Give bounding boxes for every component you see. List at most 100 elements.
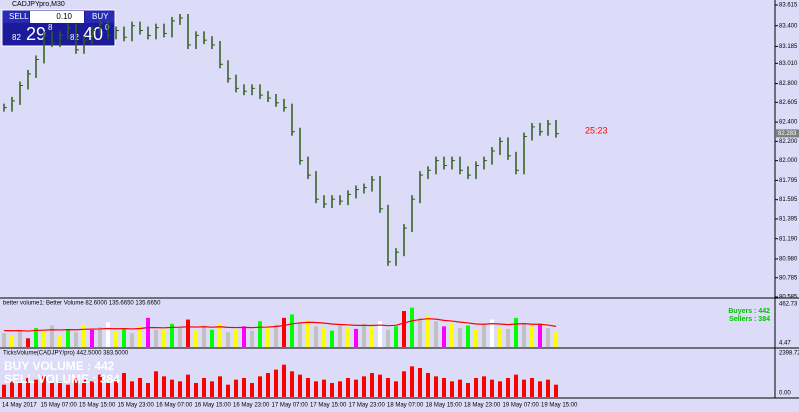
volume-bar: [82, 324, 86, 347]
volume-bar: [210, 329, 214, 347]
price-label: 81.190: [779, 236, 798, 242]
tick-volume-bar: [194, 382, 198, 397]
tick-volume-bar: [42, 376, 46, 397]
tick-volume-bar: [466, 382, 470, 397]
tick-volume-bar: [426, 372, 430, 397]
time-label: 15 May 23:00: [118, 403, 155, 409]
volume-bar: [298, 322, 302, 347]
sell-volume: SELL VOLUME : 384: [4, 372, 120, 386]
ask-big: 40: [83, 24, 103, 44]
volume-bar: [18, 330, 22, 347]
tick-volume-bar: [154, 371, 158, 397]
volume-bar: [546, 328, 550, 347]
volume-bar: [466, 325, 470, 347]
volume-bar: [530, 326, 534, 347]
indicator-axis-label: 462.73: [779, 302, 798, 308]
tick-volume-bar: [18, 382, 22, 397]
buy-button[interactable]: [85, 11, 114, 23]
tick-volume-bar: [354, 379, 358, 397]
tick-volume-bar: [186, 374, 190, 397]
current-price-box: [776, 129, 799, 138]
sell-button[interactable]: [3, 11, 29, 23]
volume-bar: [490, 319, 494, 347]
volume-ma: [3, 318, 557, 332]
tick-volume-bar: [82, 379, 86, 397]
tick-volume-bar: [410, 366, 414, 397]
lot-text: 0.10: [56, 12, 72, 21]
volume-bar: [394, 326, 398, 347]
tick-volume-bar: [506, 377, 510, 397]
volume-bar: [266, 328, 270, 347]
volume-bar: [226, 332, 230, 347]
volume-bar: [186, 319, 190, 347]
tick-volume-bar: [106, 382, 110, 397]
volume-bar: [74, 332, 78, 347]
volume-bar: [146, 317, 150, 347]
volume-bar: [290, 314, 294, 347]
tick-volume-bar: [122, 372, 126, 397]
symbol-label: CADJPYpro,M30: [12, 1, 65, 8]
price-label: 82.605: [779, 100, 798, 106]
tick-volume-bar: [138, 377, 142, 397]
tick-volume-bar: [458, 379, 462, 397]
volume-bar: [42, 331, 46, 347]
time-label: 17 May 23:00: [349, 403, 386, 409]
volume-bar: [282, 317, 286, 347]
tick-volume-bar: [394, 381, 398, 397]
volume-bar: [402, 311, 406, 347]
tick-volume-bar: [50, 382, 54, 397]
tick-volume-bar: [482, 376, 486, 397]
lot-input[interactable]: [30, 11, 84, 23]
volume-bar: [2, 333, 6, 347]
indicator-axis-label: 2398.72: [779, 351, 799, 357]
tick-volume-bar: [258, 376, 262, 397]
volume-bar: [506, 328, 510, 347]
tick-volume-bar: [34, 379, 38, 397]
volume-bar: [138, 326, 142, 347]
tick-volume-bar: [346, 377, 350, 397]
tick-volume-bar: [250, 382, 254, 397]
volume-bar: [178, 327, 182, 347]
tick-volume-bar: [330, 382, 334, 397]
volume-bar: [274, 324, 278, 347]
volume-bar: [306, 320, 310, 347]
tick-volume-bar: [514, 374, 518, 397]
volume-bar: [322, 328, 326, 347]
current-price: 82.283: [778, 131, 797, 137]
one-click-panel: SELL 0.10 BUY 82 29 8 82 40 0: [1, 9, 116, 47]
price-label: 82.400: [779, 120, 798, 126]
volume-bar: [114, 331, 118, 347]
indicator-label: better volume1: Better Volume 82.6000 13…: [3, 301, 161, 307]
buy-volume: BUY VOLUME : 442: [4, 359, 115, 373]
tick-volume-bar: [434, 376, 438, 397]
volume-bar: [170, 323, 174, 347]
volume-bar: [130, 333, 134, 347]
tick-volume-bar: [274, 369, 278, 397]
tick-volume-bar: [298, 374, 302, 397]
volume-bar: [354, 328, 358, 347]
price-label: 83.400: [779, 23, 798, 29]
tick-volume-bar: [210, 381, 214, 397]
volume-bar: [554, 332, 558, 347]
tick-volume-bar: [266, 372, 270, 397]
volume-bar: [346, 327, 350, 347]
tick-volume-bar: [314, 381, 318, 397]
bid-big: 29: [26, 24, 46, 44]
volume-bar: [434, 321, 438, 347]
tick-volume-bar: [386, 377, 390, 397]
volume-bar: [26, 338, 30, 347]
volume-bar: [378, 321, 382, 347]
tick-volume-bar: [26, 377, 30, 397]
tick-volume-bar: [538, 381, 542, 397]
tick-volume-bar: [226, 384, 230, 397]
volume-bar: [218, 322, 222, 347]
volume-bar: [498, 327, 502, 347]
price-label: 83.185: [779, 44, 798, 50]
indicator-axis-label: 0.00: [779, 391, 791, 397]
volume-bar: [10, 335, 14, 347]
volume-bar: [58, 334, 62, 347]
tick-volume-bar: [546, 379, 550, 397]
time-label: 15 May 07:00: [41, 403, 78, 409]
volume-bar: [514, 317, 518, 347]
volume-bar: [314, 326, 318, 347]
